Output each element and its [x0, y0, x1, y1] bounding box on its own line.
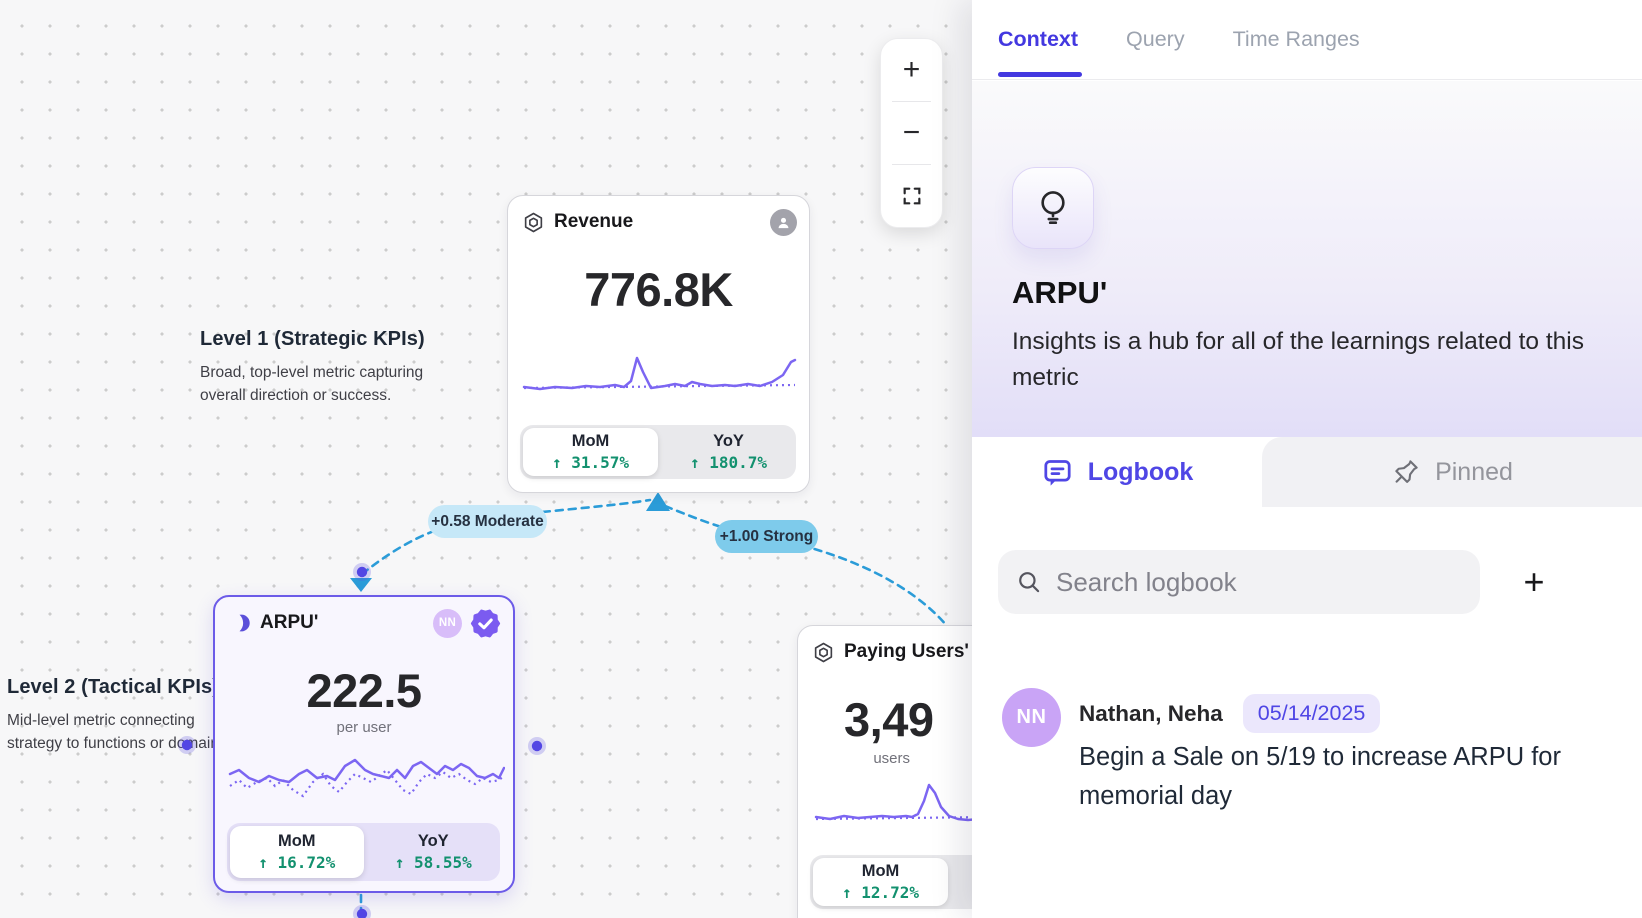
period-toggle: MoM ↑ 12.72%: [810, 855, 972, 909]
revenue-sparkline: [522, 356, 797, 391]
yoy-toggle[interactable]: YoY ↑ 180.7%: [661, 425, 796, 479]
hexagon-metric-icon: [522, 211, 545, 234]
yoy-label: YoY: [417, 832, 449, 850]
entry-date-badge: 05/14/2025: [1242, 694, 1381, 733]
yoy-toggle[interactable]: [951, 855, 972, 909]
owner-avatar-icon[interactable]: [770, 208, 797, 236]
entry-author: Nathan, Neha: [1079, 700, 1223, 726]
yoy-label: YoY: [713, 432, 744, 450]
tab-query[interactable]: Query: [1126, 27, 1185, 51]
mom-value: ↑ 31.57%: [551, 453, 630, 472]
metric-value: 776.8K: [584, 263, 733, 316]
logbook-search: [998, 550, 1480, 614]
fit-view-button[interactable]: [881, 165, 942, 227]
metric-card-paying-users[interactable]: Paying Users' 3,49 users MoM ↑ 12.72%: [797, 625, 972, 918]
card-title: ARPU': [260, 612, 319, 633]
mom-toggle[interactable]: MoM ↑ 12.72%: [813, 858, 948, 906]
metric-unit: per user: [336, 719, 392, 736]
arrowhead-into-revenue: [646, 492, 670, 511]
paying-users-sparkline: [814, 783, 972, 822]
add-logbook-entry-button[interactable]: +: [1523, 561, 1545, 602]
arrowhead-into-arpu: [350, 578, 372, 592]
metric-tree-canvas[interactable]: +0.58 Moderate +1.00 Strong Level 1 (Str…: [0, 0, 972, 918]
subtab-pinned[interactable]: Pinned: [1262, 437, 1642, 507]
canvas-zoom-controls: + −: [880, 38, 943, 228]
fullscreen-icon: [903, 187, 920, 205]
divider: [892, 164, 931, 165]
search-input[interactable]: [1056, 566, 1462, 598]
mom-toggle[interactable]: MoM ↑ 31.57%: [523, 428, 658, 476]
entry-text: Begin a Sale on 5/19 to increase ARPU fo…: [1079, 743, 1561, 810]
mom-label: MoM: [861, 862, 900, 880]
metric-name-heading: ARPU': [1012, 275, 1108, 310]
tab-context[interactable]: Context: [998, 27, 1079, 51]
annotation-level2-title: Level 2 (Tactical KPIs): [7, 676, 220, 698]
metric-card-revenue[interactable]: Revenue 776.8K MoM ↑ 31.57%: [507, 195, 810, 493]
mom-toggle[interactable]: MoM ↑ 16.72%: [230, 826, 364, 878]
annotation-level1-title: Level 1 (Strategic KPIs): [200, 328, 425, 350]
metric-value: 3,49: [844, 693, 934, 746]
active-tab-underline: [998, 72, 1082, 77]
mom-label: MoM: [277, 832, 316, 850]
mom-label: MoM: [571, 432, 610, 450]
mom-value: ↑ 12.72%: [841, 883, 920, 902]
search-icon: [1019, 572, 1040, 593]
subtab-logbook[interactable]: Logbook: [972, 437, 1262, 507]
zoom-out-button[interactable]: −: [902, 116, 921, 149]
period-toggle: MoM ↑ 31.57% YoY ↑ 180.7%: [520, 425, 796, 479]
period-toggle: MoM ↑ 16.72% YoY ↑ 58.55%: [227, 823, 500, 881]
arpu-sparkline: [228, 758, 505, 798]
zoom-in-button[interactable]: +: [902, 53, 921, 86]
entry-avatar: NN: [1002, 688, 1061, 747]
yoy-value: ↑ 58.55%: [394, 853, 472, 872]
crescent-metric-icon: [229, 612, 251, 634]
arpu-right-handle[interactable]: [531, 740, 543, 752]
annotation-level2: Level 2 (Tactical KPIs) Mid-level metric…: [7, 676, 249, 755]
correlation-label-strong[interactable]: +1.00 Strong: [715, 520, 818, 553]
panel-tab-bar: Context Query Time Ranges: [972, 0, 1642, 80]
divider: [892, 101, 931, 102]
insight-icon-tile: [1012, 167, 1094, 249]
logbook-pinned-tabs: Logbook Pinned: [972, 437, 1642, 507]
metric-card-arpu[interactable]: ARPU' NN 222.5 per user: [213, 595, 515, 893]
correlation-label-moderate[interactable]: +0.58 Moderate: [428, 505, 547, 538]
yoy-toggle[interactable]: YoY ↑ 58.55%: [367, 823, 501, 881]
annotation-level2-body: Mid-level metric connecting strategy to …: [7, 712, 232, 752]
annotation-level1: Level 1 (Strategic KPIs) Broad, top-leve…: [200, 328, 456, 407]
logbook-chat-icon: [1044, 459, 1071, 486]
card-title: Paying Users': [844, 641, 969, 662]
metric-unit: users: [873, 750, 910, 767]
yoy-value: ↑ 180.7%: [689, 453, 768, 472]
collaborator-avatar-badge[interactable]: NN: [433, 608, 462, 638]
arpu-top-handle[interactable]: [356, 566, 368, 578]
subtab-logbook-label: Logbook: [1087, 457, 1194, 486]
annotation-level1-body: Broad, top-level metric capturing overal…: [200, 364, 424, 404]
subtab-pinned-label: Pinned: [1435, 457, 1513, 486]
card-title: Revenue: [554, 211, 634, 232]
arpu-bottom-handle[interactable]: [356, 908, 368, 918]
tab-time-ranges[interactable]: Time Ranges: [1232, 27, 1360, 51]
hexagon-metric-icon: [812, 641, 835, 664]
lightbulb-icon: [1041, 191, 1065, 225]
metric-context-header: ARPU' Insights is a hub for all of the l…: [972, 81, 1642, 437]
metric-description: Insights is a hub for all of the learnin…: [1012, 328, 1584, 391]
metric-value: 222.5: [306, 664, 422, 717]
pin-icon: [1395, 460, 1418, 483]
mom-value: ↑ 16.72%: [258, 853, 336, 872]
context-side-panel: Context Query Time Ranges ARPU' Insights…: [972, 0, 1642, 918]
verified-badge-icon: [470, 608, 501, 639]
